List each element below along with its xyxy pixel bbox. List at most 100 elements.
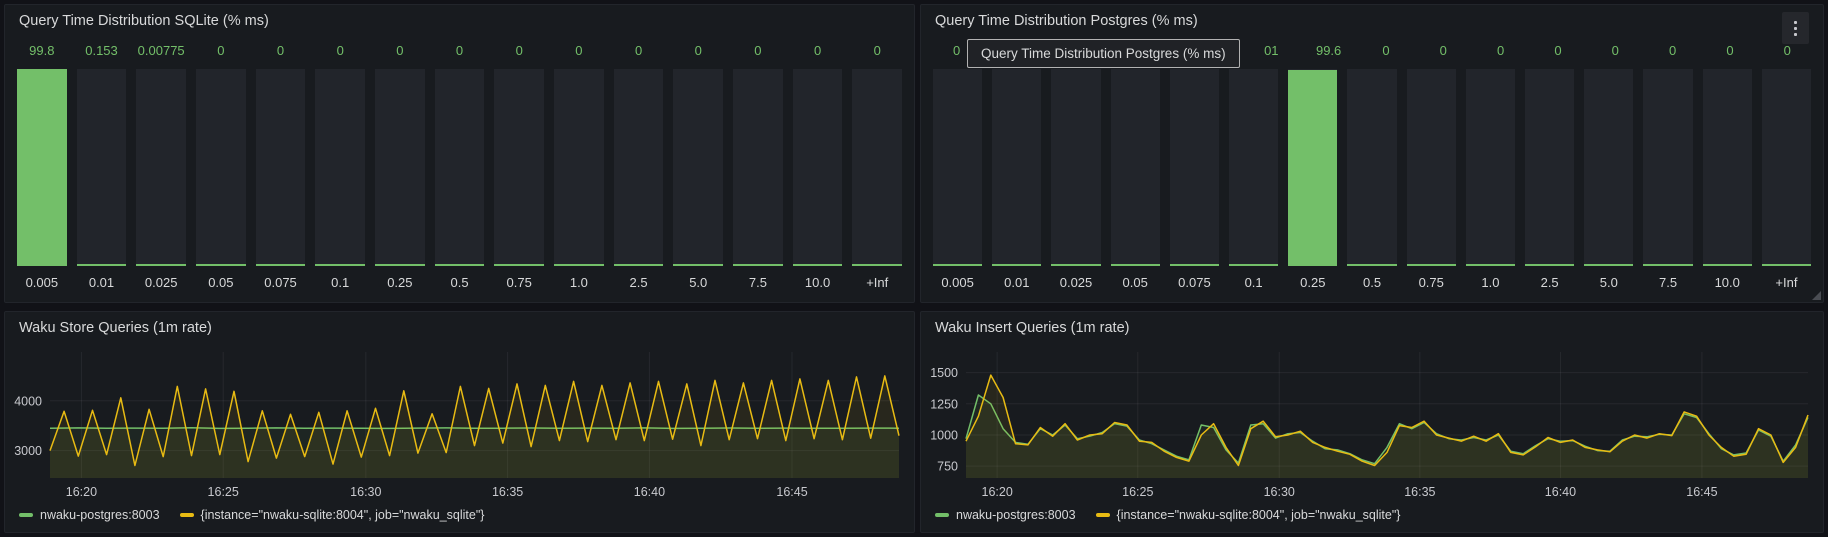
histogram-bar-fill (1702, 264, 1752, 266)
x-tick-label: 16:20 (66, 485, 97, 499)
bucket-label: 2.5 (1540, 275, 1559, 290)
bucket-label: 0.025 (1059, 275, 1093, 290)
bar-value-label: 99.8 (29, 43, 55, 58)
x-tick-label: 16:35 (492, 485, 523, 499)
histogram-bar[interactable] (136, 69, 187, 266)
histogram-bar[interactable] (1110, 69, 1160, 266)
bucket-label: 0.005 (941, 275, 974, 290)
histogram-bar-fill (852, 264, 903, 266)
histogram-bar[interactable] (613, 69, 664, 266)
x-tick-label: 16:40 (634, 485, 665, 499)
histogram-bar[interactable] (852, 69, 903, 266)
histogram-bar[interactable] (554, 69, 604, 266)
histogram-bar[interactable] (494, 69, 545, 266)
histogram-bar[interactable] (933, 69, 983, 266)
bucket-label: 2.5 (629, 275, 648, 290)
kebab-menu-icon (1794, 32, 1797, 36)
x-tick-label: 16:40 (1545, 485, 1576, 499)
bucket-label: +Inf (1775, 275, 1798, 290)
bucket-label: 10.0 (804, 275, 831, 290)
histogram-bar-fill (1288, 69, 1338, 266)
bucket-labels-row: 0.005 0.01 0.025 0.05 0.075 0.1 0.25 0.5 0.75 1.0… (17, 275, 902, 293)
bar-value-label: 0 (1611, 43, 1619, 58)
histogram-bar-fill (136, 264, 187, 266)
legend-series-label: nwaku-postgres:8003 (40, 508, 160, 522)
histogram-bar[interactable] (17, 69, 67, 266)
panel-title[interactable]: Query Time Distribution Postgres (% ms) (935, 13, 1198, 29)
histogram-bar[interactable] (315, 69, 366, 266)
legend-series-label: {instance="nwaku-sqlite:8004", job="nwak… (200, 508, 485, 522)
series-line (49, 375, 900, 467)
panel-menu-button[interactable] (1782, 12, 1809, 44)
histogram-bars[interactable] (17, 69, 903, 266)
histogram-bar[interactable] (1702, 69, 1752, 266)
histogram-bar-fill (1169, 264, 1220, 266)
histogram-bar[interactable] (434, 69, 485, 266)
series-line (49, 427, 900, 430)
x-tick-label: 16:35 (1404, 485, 1435, 499)
bar-value-label: 0 (1439, 43, 1447, 58)
histogram-bar[interactable] (673, 69, 724, 266)
bar-value-label: 0 (953, 43, 961, 58)
series-area (966, 375, 1808, 478)
histogram-bar[interactable] (1288, 69, 1338, 266)
bar-value-label: 0 (455, 43, 464, 58)
histogram-bar[interactable] (1643, 69, 1693, 266)
bucket-label: 0.25 (1300, 275, 1326, 290)
bucket-label: 0.25 (387, 275, 413, 290)
bar-value-label: 0 (1554, 43, 1562, 58)
legend-series-label: nwaku-postgres:8003 (956, 508, 1076, 522)
histogram-bar[interactable] (1169, 69, 1220, 266)
histogram-bar[interactable] (1347, 69, 1397, 266)
panel-title[interactable]: Waku Insert Queries (1m rate) (935, 320, 1130, 336)
histogram-bar-fill (255, 264, 306, 266)
bucket-label: 0.075 (1178, 275, 1211, 290)
y-tick-label: 1000 (930, 428, 958, 442)
histogram-bar[interactable] (1761, 69, 1812, 266)
bucket-label: 0.01 (1004, 275, 1030, 290)
histogram-bar[interactable] (196, 69, 246, 266)
bar-values-row: 99.8 0.153 0.00775 0 0 0 0 0 0 0 0 0 0 0 0 (17, 43, 902, 61)
series-area (50, 375, 899, 478)
histogram-bar[interactable] (992, 69, 1042, 266)
bucket-label: 0.1 (331, 275, 350, 290)
histogram-bar[interactable] (1229, 69, 1279, 266)
histogram-bar[interactable] (1406, 69, 1456, 266)
bucket-label: 0.05 (1122, 275, 1148, 290)
y-tick-label: 3000 (14, 444, 42, 458)
panel-query-time-sqlite: Query Time Distribution SQLite (% ms) 99… (4, 4, 915, 303)
histogram-bar[interactable] (76, 69, 127, 266)
x-tick-label: 16:25 (208, 485, 239, 499)
histogram-bar[interactable] (1465, 69, 1516, 266)
time-series-plot[interactable]: 750 1000 1250 1500 16:20 16:25 16:30 16:35 16:40… (922, 342, 1822, 504)
panel-resize-handle[interactable] (1812, 291, 1821, 300)
legend-item[interactable]: {instance="nwaku-sqlite:8004", job="nwak… (179, 508, 485, 522)
histogram-bar-fill (1465, 264, 1516, 266)
bar-value-label: 0.00775 (137, 43, 185, 58)
panel-waku-store-queries: Waku Store Queries (1m rate) 3000 4000 16:… (4, 311, 915, 533)
histogram-bar[interactable] (792, 69, 843, 266)
kebab-menu-icon (1794, 26, 1797, 30)
y-tick-label: 1250 (930, 397, 958, 411)
panel-query-time-postgres: Query Time Distribution Postgres (% ms) … (920, 4, 1824, 303)
legend-item[interactable]: nwaku-postgres:8003 (935, 508, 1076, 522)
histogram-bar[interactable] (1525, 69, 1575, 266)
bucket-label: 5.0 (1599, 275, 1618, 290)
histogram-bar[interactable] (1584, 69, 1634, 266)
histogram-bar[interactable] (733, 69, 783, 266)
histogram-bar[interactable] (1051, 69, 1101, 266)
legend-item[interactable]: nwaku-postgres:8003 (19, 508, 160, 522)
histogram-bars[interactable] (933, 69, 1812, 266)
legend-item[interactable]: {instance="nwaku-sqlite:8004", job="nwak… (1095, 508, 1400, 522)
histogram-bar[interactable] (375, 69, 425, 266)
histogram-bar-fill (1761, 264, 1812, 266)
time-series-plot[interactable]: 3000 4000 16:20 16:25 16:30 16:35 16:40 16:45 (6, 342, 913, 504)
panel-title[interactable]: Waku Store Queries (1m rate) (19, 320, 212, 336)
bucket-label: 1.0 (1481, 275, 1500, 290)
histogram-bar[interactable] (255, 69, 306, 266)
x-tick-label: 16:45 (776, 485, 807, 499)
histogram-bar-fill (992, 264, 1042, 266)
bucket-label: 1.0 (569, 275, 588, 290)
histogram-bar-fill (434, 264, 485, 266)
panel-title[interactable]: Query Time Distribution SQLite (% ms) (19, 13, 269, 29)
